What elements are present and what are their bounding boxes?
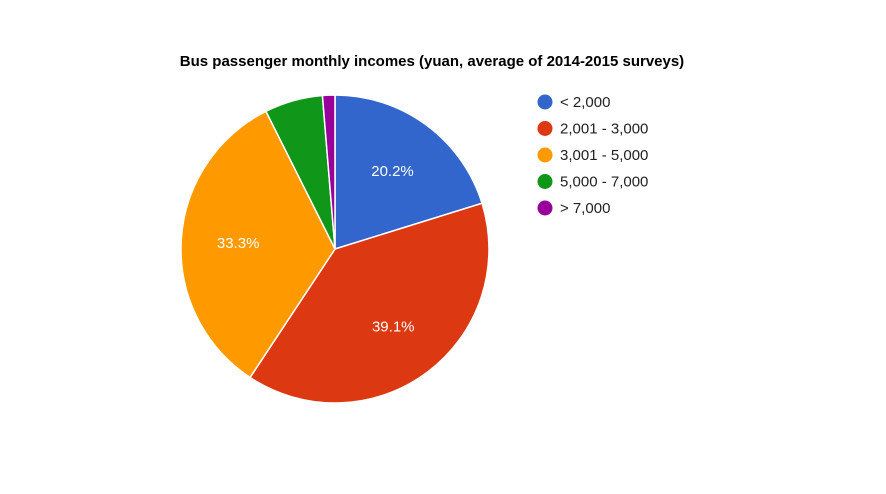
legend-marker-2 xyxy=(537,121,553,136)
pie-slice-1 xyxy=(334,94,483,251)
legend-label-3: 3,001 - 5,000 xyxy=(560,147,648,164)
legend-label-1: < 2,000 xyxy=(560,94,610,111)
pie-slice-labels: 20.2% 39.1% 33.3% xyxy=(217,163,415,336)
pie-slice-2 xyxy=(249,202,490,404)
legend: < 2,000 2,001 - 3,000 3,001 - 5,000 5,000 -… xyxy=(537,94,648,217)
pie-slice-5 xyxy=(321,94,336,250)
legend-marker-5 xyxy=(537,200,553,216)
slice-value-label-2: 39.1% xyxy=(372,319,415,336)
slice-value-label-3: 33.3% xyxy=(217,235,260,252)
pie-slice-3 xyxy=(180,110,336,379)
legend-marker-4 xyxy=(537,174,553,189)
legend-label-2: 2,001 - 3,000 xyxy=(560,121,648,138)
legend-label-4: 5,000 - 7,000 xyxy=(560,174,648,191)
chart-title: Bus passenger monthly incomes (yuan, ave… xyxy=(180,53,684,70)
legend-marker-3 xyxy=(537,147,553,163)
pie-slices xyxy=(180,94,490,404)
legend-label-5: > 7,000 xyxy=(560,200,610,217)
slice-value-label-1: 20.2% xyxy=(371,163,414,180)
legend-marker-1 xyxy=(537,94,553,110)
